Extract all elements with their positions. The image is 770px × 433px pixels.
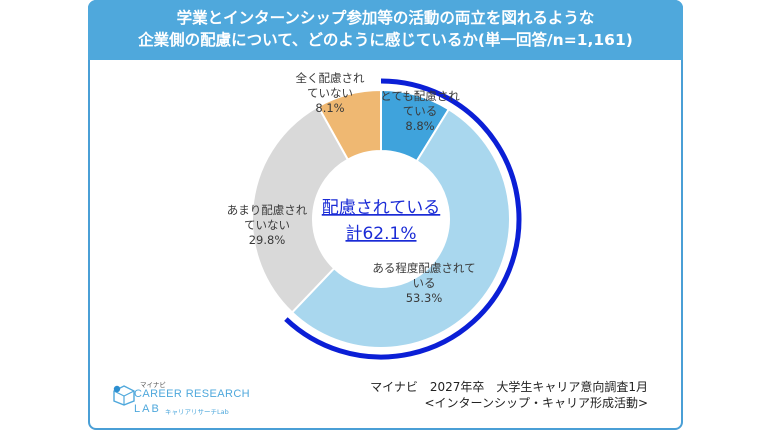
- slice-value-4: 8.1%: [315, 101, 344, 115]
- center-label-line-1: 配慮されている: [322, 198, 441, 218]
- slice-label-3: ていない: [244, 218, 290, 232]
- slice-label-2: ある程度配慮されて: [372, 261, 475, 275]
- donut-slice-2: [290, 107, 511, 349]
- chart-header: 学業とインターンシップ参加等の活動の両立を図れるような 企業側の配慮について、ど…: [88, 0, 683, 60]
- slice-label-1: ている: [403, 104, 438, 118]
- slice-value-2: 53.3%: [406, 291, 443, 305]
- logo-brand-main: CAREER RESEARCH: [134, 388, 251, 400]
- career-research-lab-logo: マイナビ CAREER RESEARCH LAB キャリアリサーチLab: [112, 378, 252, 418]
- logo-brand-sub: キャリアリサーチLab: [165, 408, 229, 416]
- source-line-1: マイナビ 2027年卒 大学生キャリア意向調査1月: [370, 380, 648, 394]
- slice-label-4: 全く配慮され: [296, 71, 365, 85]
- source-line-2: <インターンシップ・キャリア形成活動>: [424, 396, 648, 410]
- slice-label-1: とても配慮され: [380, 89, 460, 103]
- source-note: マイナビ 2027年卒 大学生キャリア意向調査1月 <インターンシップ・キャリア…: [370, 379, 648, 411]
- slice-value-1: 8.8%: [405, 119, 434, 133]
- donut-slice-4: [316, 88, 382, 161]
- logo-brand-small: マイナビ: [140, 381, 166, 389]
- chart-title-line-1: 学業とインターンシップ参加等の活動の両立を図れるような: [176, 9, 595, 27]
- center-label-line-2: 計62.1%: [345, 224, 416, 244]
- slice-label-2: いる: [413, 276, 436, 290]
- highlight-arc: [284, 78, 522, 360]
- slice-label-3: あまり配慮され: [227, 203, 308, 217]
- donut-slice-3: [251, 104, 350, 314]
- slice-label-4: ていない: [307, 86, 353, 100]
- slice-value-3: 29.8%: [249, 233, 286, 247]
- logo-brand-lab: LAB: [134, 403, 161, 415]
- chart-title-line-2: 企業側の配慮について、どのように感じているか(単一回答/n=1,161): [138, 31, 633, 49]
- logo-cube-icon: [113, 385, 135, 406]
